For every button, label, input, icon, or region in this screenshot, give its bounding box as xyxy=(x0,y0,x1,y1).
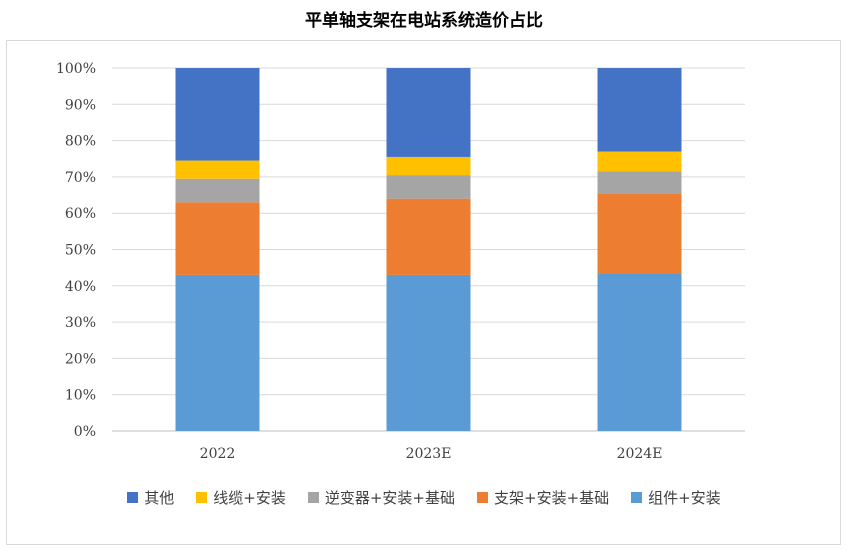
y-tick-label: 10% xyxy=(65,388,96,404)
x-tick-label: 2022 xyxy=(200,446,236,462)
y-tick-label: 40% xyxy=(65,279,96,295)
legend-swatch xyxy=(127,492,139,503)
y-tick-label: 50% xyxy=(65,243,96,259)
legend-label: 逆变器+安装+基础 xyxy=(324,489,455,507)
chart-frame xyxy=(6,40,841,545)
x-tick-label: 2024E xyxy=(617,446,663,462)
legend-item: 组件+安装 xyxy=(631,487,721,508)
bar-segment xyxy=(386,156,471,176)
y-tick-label: 90% xyxy=(65,97,96,113)
bar-segment xyxy=(175,178,260,203)
bar-segment xyxy=(175,274,260,431)
legend-swatch xyxy=(477,492,488,503)
bar-segment xyxy=(386,198,471,275)
legend-label: 组件+安装 xyxy=(648,489,721,507)
legend-label: 支架+安装+基础 xyxy=(494,489,610,507)
y-tick-label: 20% xyxy=(65,351,96,367)
legend-label: 线缆+安装 xyxy=(213,489,286,507)
legend-swatch xyxy=(196,492,208,503)
legend-swatch xyxy=(307,492,319,503)
y-tick-label: 100% xyxy=(56,61,96,77)
bar-segment xyxy=(386,274,471,431)
y-tick-label: 80% xyxy=(65,134,96,150)
bar-segment xyxy=(597,151,682,172)
y-tick-label: 70% xyxy=(65,170,96,186)
legend-item: 线缆+安装 xyxy=(196,487,286,508)
bar-segment xyxy=(597,68,682,152)
bar-segment xyxy=(386,175,471,199)
chart-title: 平单轴支架在电站系统造价占比 xyxy=(305,11,543,31)
legend-item: 其他 xyxy=(127,487,174,508)
bar-segment xyxy=(175,160,260,179)
bar-segment xyxy=(597,273,682,431)
chart-legend: 其他 线缆+安装 逆变器+安装+基础 支架+安装+基础 组件+安装 xyxy=(0,487,848,508)
bar-segment xyxy=(386,68,471,157)
bar-segment xyxy=(597,193,682,274)
bar-segment xyxy=(597,171,682,194)
x-tick-label: 2023E xyxy=(406,446,452,462)
bar-segment xyxy=(175,68,260,161)
y-tick-label: 0% xyxy=(74,424,96,440)
y-tick-label: 30% xyxy=(65,315,96,331)
legend-label: 其他 xyxy=(144,489,175,507)
legend-swatch xyxy=(631,492,643,503)
legend-item: 逆变器+安装+基础 xyxy=(307,487,455,508)
y-tick-label: 60% xyxy=(65,206,96,222)
legend-item: 支架+安装+基础 xyxy=(477,487,609,508)
bar-segment xyxy=(175,202,260,275)
